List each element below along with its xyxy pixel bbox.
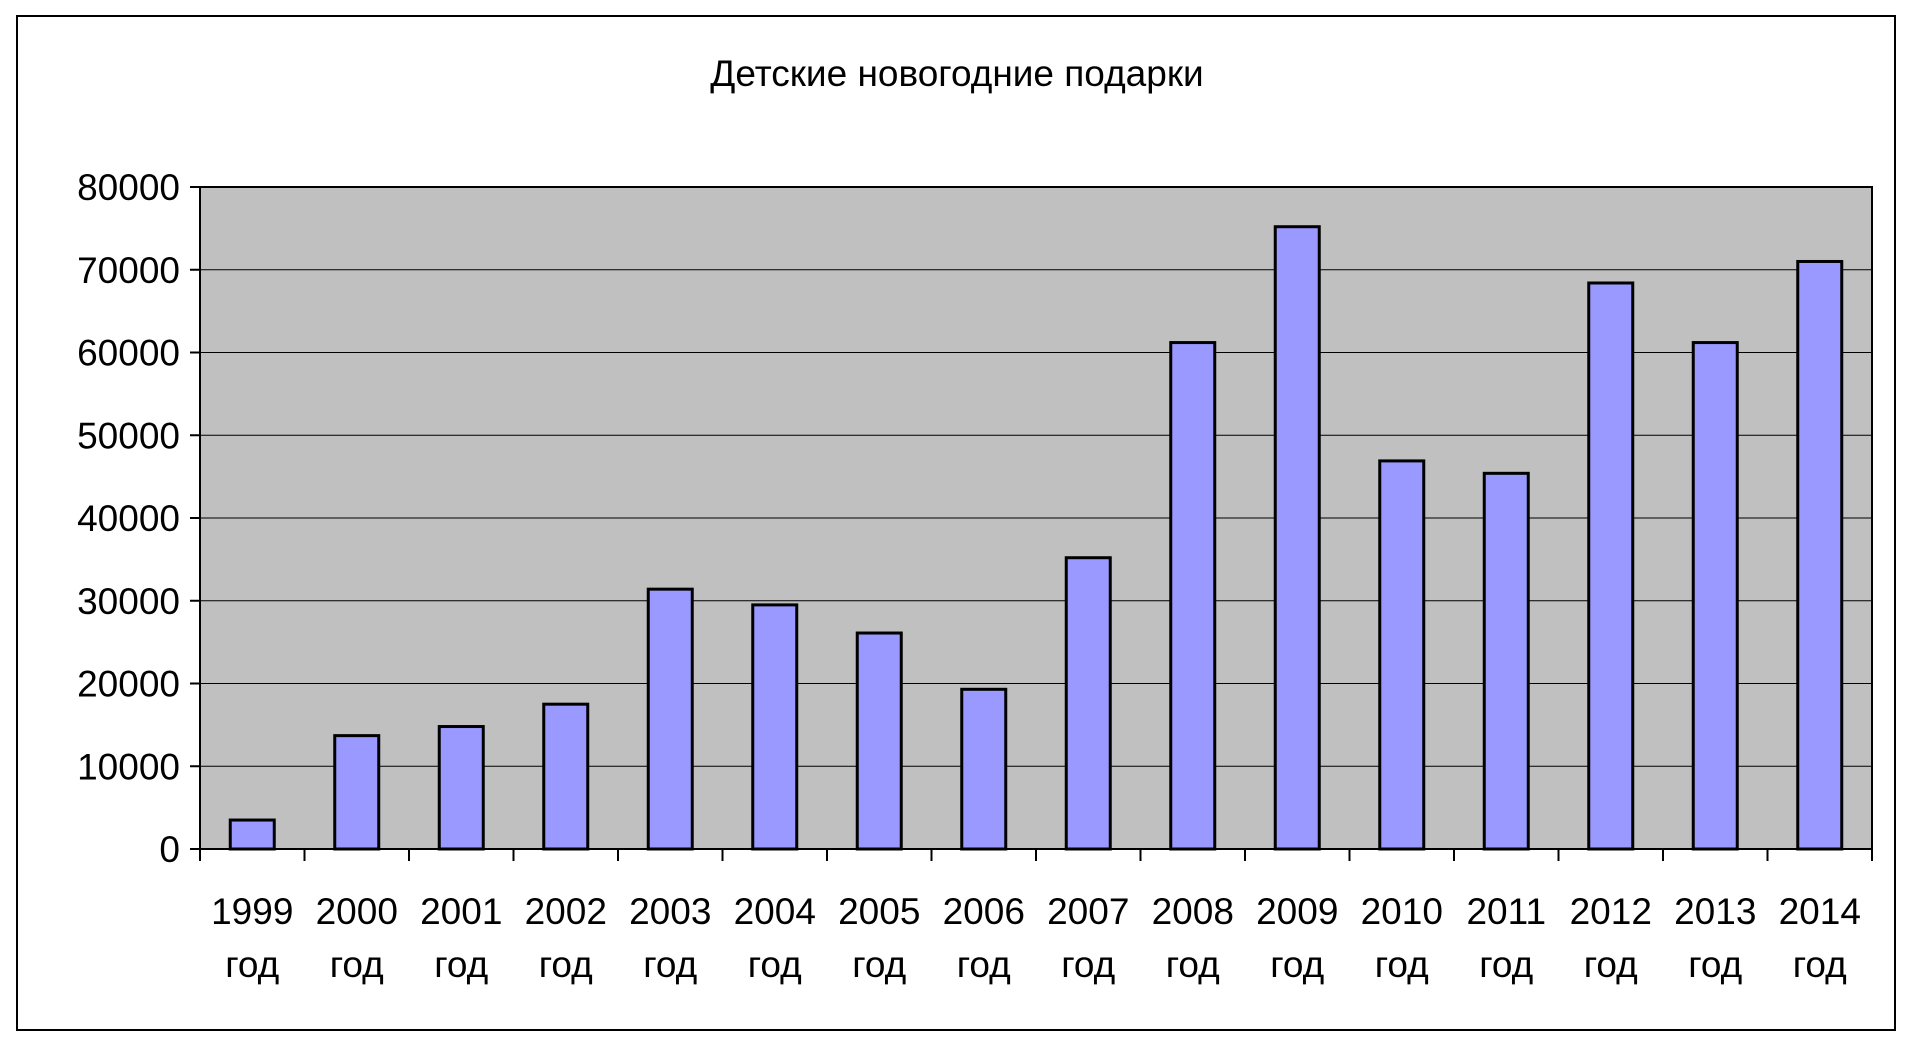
x-tick-label: 2002 год <box>525 891 607 985</box>
x-tick-label-line: год <box>1793 944 1847 985</box>
x-tick-label-line: 2000 <box>316 891 398 932</box>
bar <box>751 603 799 851</box>
x-tick-label-line: 2006 <box>943 891 1025 932</box>
x-tick-label: 2007 год <box>1047 891 1129 985</box>
bar <box>1169 341 1217 851</box>
y-tick-label: 20000 <box>77 664 180 705</box>
x-tick-label-line: год <box>1166 944 1220 985</box>
bar <box>1691 341 1739 851</box>
x-tick-label-line: год <box>225 944 279 985</box>
x-axis: 1999 год 2000 год 2001 год 2002 год 2003 год 2004 г… <box>199 848 1873 985</box>
bar <box>1273 225 1321 851</box>
x-tick-label-line: год <box>1375 944 1429 985</box>
x-tick-label-line: 2002 <box>525 891 607 932</box>
bar <box>228 818 276 851</box>
x-tick-label-line: 2010 <box>1361 891 1443 932</box>
bar <box>542 702 590 851</box>
bar <box>646 587 694 851</box>
x-tick-label: 2012 год <box>1570 891 1652 985</box>
x-tick-label: 2014 год <box>1779 891 1861 985</box>
x-tick-label-line: год <box>643 944 697 985</box>
x-tick-label: 2001 год <box>420 891 502 985</box>
x-tick-label-line: 1999 <box>211 891 293 932</box>
bar <box>1587 281 1635 851</box>
x-tick-label-line: год <box>434 944 488 985</box>
x-tick-label-line: 2001 <box>420 891 502 932</box>
bar <box>437 725 485 851</box>
bar <box>1378 459 1426 851</box>
x-tick-label: 2004 год <box>734 891 816 985</box>
y-tick-label: 60000 <box>77 333 180 374</box>
bar <box>1482 471 1530 851</box>
x-tick-label-line: 2003 <box>629 891 711 932</box>
x-tick-label-line: 2004 <box>734 891 816 932</box>
x-tick-label-line: год <box>957 944 1011 985</box>
x-tick-label-line: 2014 <box>1779 891 1861 932</box>
x-tick-label-line: 2013 <box>1674 891 1756 932</box>
x-tick-label: 2009 год <box>1256 891 1338 985</box>
bar <box>333 734 381 851</box>
x-tick-label-line: 2012 <box>1570 891 1652 932</box>
x-tick-label: 2008 год <box>1152 891 1234 985</box>
bar <box>1064 556 1112 851</box>
bar <box>960 687 1008 851</box>
x-tick-label-line: год <box>1270 944 1324 985</box>
x-tick-label-line: 2005 <box>838 891 920 932</box>
x-tick-label: 2006 год <box>943 891 1025 985</box>
y-tick-label: 70000 <box>77 250 180 291</box>
y-tick-label: 40000 <box>77 498 180 539</box>
x-tick-label-line: год <box>1061 944 1115 985</box>
x-tick-label: 2003 год <box>629 891 711 985</box>
bar <box>855 631 903 851</box>
y-tick-label: 50000 <box>77 415 180 456</box>
x-tick-label-line: год <box>1688 944 1742 985</box>
bar <box>1796 259 1844 851</box>
x-tick-label: 2013 год <box>1674 891 1756 985</box>
x-tick-label-line: год <box>539 944 593 985</box>
x-tick-label: 2005 год <box>838 891 920 985</box>
x-tick-label: 1999 год <box>211 891 293 985</box>
x-tick-label-line: год <box>852 944 906 985</box>
y-tick-label: 80000 <box>77 167 180 208</box>
x-tick-label: 2000 год <box>316 891 398 985</box>
x-tick-label-line: 2009 <box>1256 891 1338 932</box>
x-tick-label-line: 2007 <box>1047 891 1129 932</box>
x-tick-label-line: 2008 <box>1152 891 1234 932</box>
x-tick-label-line: год <box>1584 944 1638 985</box>
chart-title: Детские новогодние подарки <box>710 53 1203 94</box>
x-tick-label-line: год <box>1479 944 1533 985</box>
x-tick-label-line: 2011 <box>1466 891 1546 932</box>
y-tick-label: 30000 <box>77 581 180 622</box>
x-tick-label-line: год <box>748 944 802 985</box>
x-tick-label-line: год <box>330 944 384 985</box>
x-tick-label: 2010 год <box>1361 891 1443 985</box>
bar-series <box>228 225 1844 851</box>
y-tick-label: 0 <box>159 829 180 870</box>
x-tick-label: 2011 год <box>1466 891 1546 985</box>
y-tick-label: 10000 <box>77 746 180 787</box>
y-axis: 0 10000 20000 30000 40000 50000 60000 70000 8000… <box>77 167 201 870</box>
